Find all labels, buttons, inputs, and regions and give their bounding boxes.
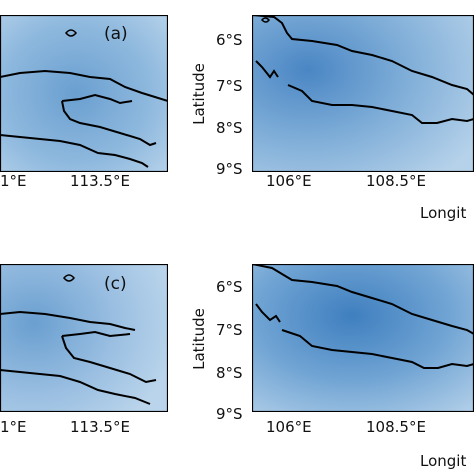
y-tick-label: 8°S	[216, 364, 243, 382]
y-tick-label: 9°S	[216, 160, 243, 178]
y-tick-label: 6°S	[216, 31, 243, 49]
y-tick-label: 7°S	[216, 77, 243, 95]
map-panel-b	[252, 15, 474, 172]
x-axis-label: Longit	[420, 452, 467, 470]
x-tick-label: 113.5°E	[70, 172, 130, 190]
x-tick-label: 106°E	[266, 418, 312, 436]
y-tick-label: 6°S	[216, 278, 243, 296]
map-panel-d	[252, 264, 474, 412]
panel-label-c: (c)	[104, 274, 127, 294]
x-tick-label: 1°E	[0, 172, 27, 190]
x-tick-label: 108.5°E	[366, 418, 426, 436]
panel-label-a: (a)	[104, 24, 128, 44]
map-panel-a	[0, 15, 168, 172]
x-tick-label: 108.5°E	[366, 172, 426, 190]
y-tick-label: 9°S	[216, 405, 243, 423]
y-axis-label: Latitude	[189, 308, 208, 370]
map-panel-c	[0, 264, 168, 412]
x-tick-label: 113.5°E	[70, 418, 130, 436]
y-tick-label: 8°S	[216, 119, 243, 137]
x-tick-label: 1°E	[0, 418, 27, 436]
y-tick-label: 7°S	[216, 321, 243, 339]
y-axis-label: Latitude	[189, 63, 208, 125]
x-tick-label: 106°E	[266, 172, 312, 190]
x-axis-label: Longit	[420, 204, 467, 222]
